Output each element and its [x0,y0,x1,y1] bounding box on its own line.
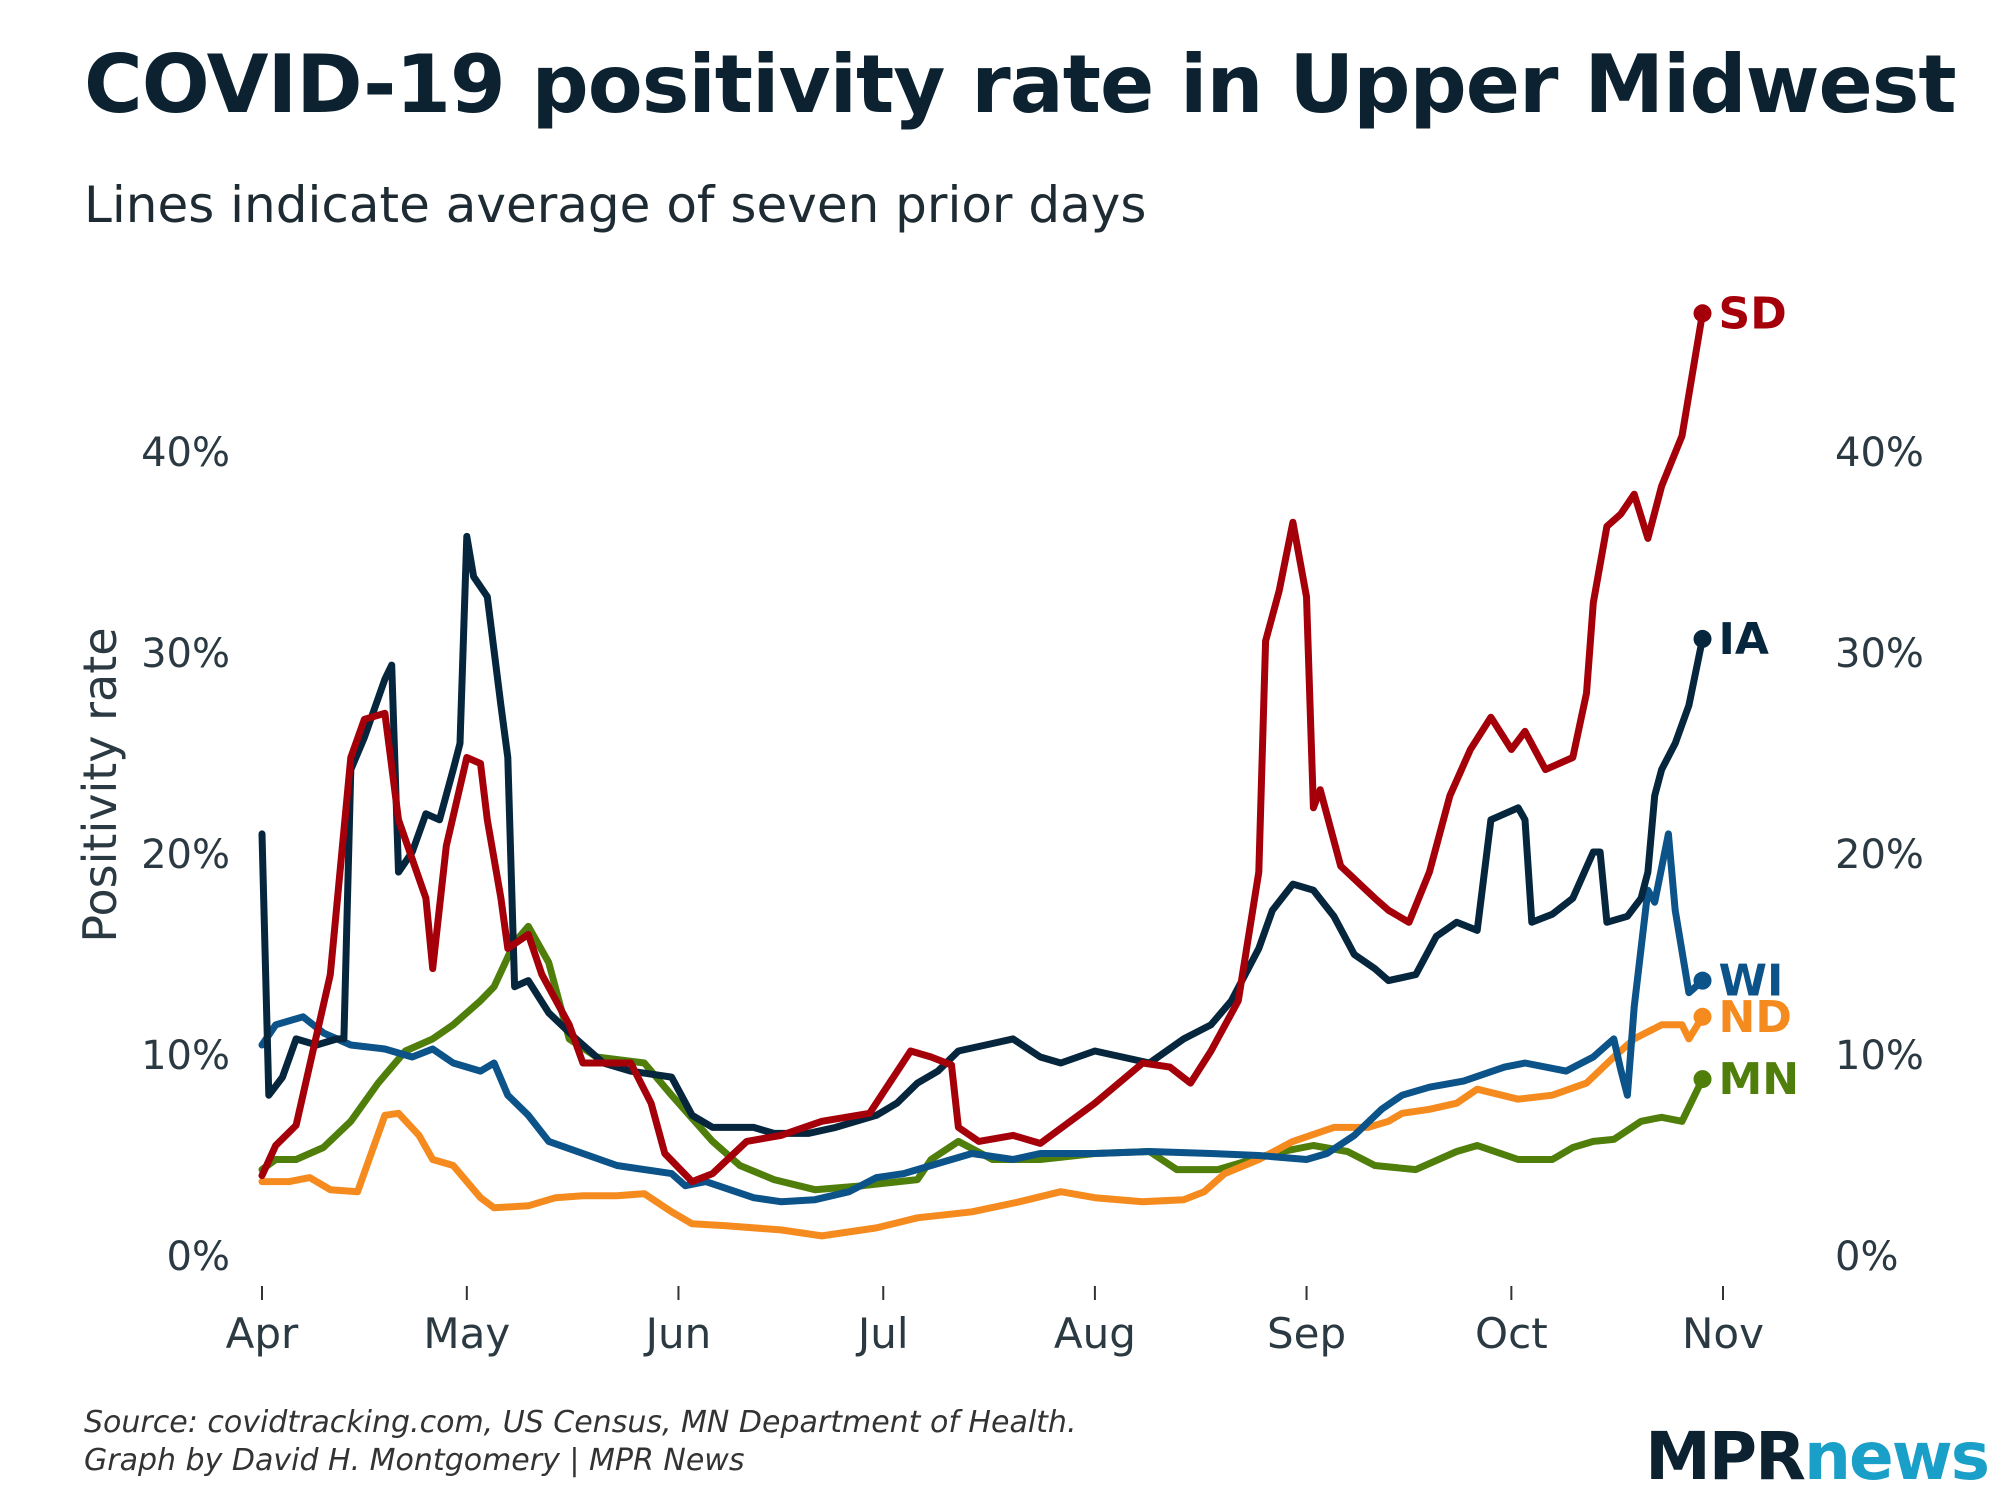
source-note: Source: covidtracking.com, US Census, MN… [84,1404,1076,1480]
series-line-mn [258,922,1706,1194]
series-line-wi [258,830,1706,1206]
series-line-sd [258,309,1706,1186]
logo-mpr: MPR [1645,1418,1806,1495]
x-tick-label: Oct [1475,1309,1548,1358]
y-axis-title: Positivity rate [73,627,127,942]
x-tick-label: Jul [855,1309,909,1358]
y-tick-label-left: 0% [167,1234,230,1280]
chart-title: COVID-19 positivity rate in Upper Midwes… [84,38,1957,131]
x-tick-label: May [423,1309,510,1358]
y-tick-label-left: 30% [141,631,230,677]
mpr-news-logo: MPRnews [1645,1418,1990,1495]
end-point-ia [1693,629,1712,648]
credit-line: Graph by David H. Montgomery | MPR News [84,1443,745,1478]
series-label-sd: SD [1719,288,1787,339]
end-point-nd [1693,1007,1712,1026]
y-tick-label-left: 40% [141,430,230,476]
series-label-mn: MN [1719,1054,1800,1105]
y-tick-label-left: 10% [141,1033,230,1079]
x-tick-label: Jun [643,1309,712,1358]
end-point-sd [1693,304,1712,323]
logo-news: news [1803,1418,1990,1495]
end-point-wi [1693,971,1712,990]
y-tick-label-right: 0% [1835,1234,1898,1280]
y-tick-label-right: 30% [1835,631,1924,677]
y-tick-label-right: 40% [1835,430,1924,476]
series-label-wi: WI [1719,956,1784,1007]
y-tick-label-left: 20% [141,832,230,878]
y-tick-label-right: 20% [1835,832,1924,878]
x-tick-label: Aug [1054,1309,1136,1358]
x-tick-label: Apr [226,1309,299,1358]
series-line-ia [258,532,1706,1137]
chart-subtitle: Lines indicate average of seven prior da… [84,176,1147,234]
source-line: Source: covidtracking.com, US Census, MN… [84,1405,1077,1440]
series-label-nd: ND [1719,992,1792,1043]
x-tick-label: Sep [1267,1309,1346,1358]
series-line-nd [258,1013,1706,1240]
y-tick-label-right: 10% [1835,1033,1924,1079]
end-point-mn [1693,1070,1712,1089]
x-tick-label: Nov [1682,1309,1764,1358]
series-label-ia: IA [1719,614,1769,665]
